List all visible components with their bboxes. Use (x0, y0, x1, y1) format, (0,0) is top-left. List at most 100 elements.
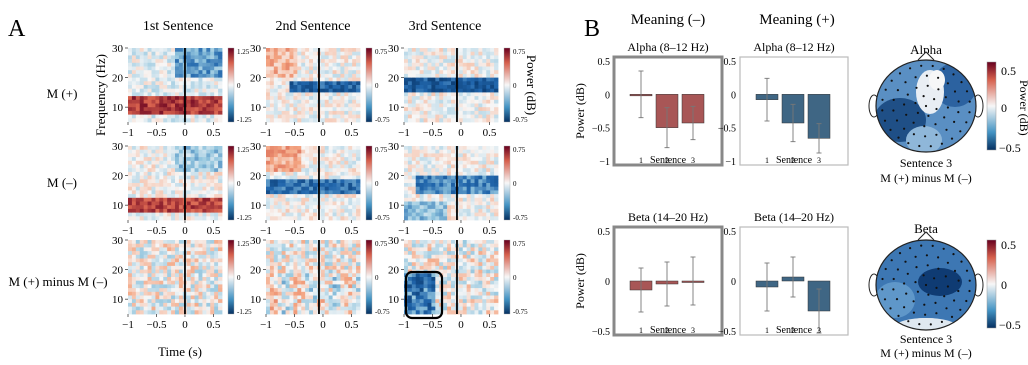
colorbar-max: 0.75 (375, 48, 388, 56)
colorbar-max: 0.75 (513, 48, 526, 56)
electrode (897, 136, 900, 139)
bar-x-tick: 2 (665, 326, 669, 335)
electrode (944, 96, 947, 99)
meaning-minus-header: Meaning (–) (631, 12, 706, 28)
bar-y-tick: 0 (605, 90, 610, 101)
electrode (909, 247, 912, 250)
electrode (884, 267, 887, 271)
electrode (920, 244, 923, 247)
x-tick-label: 0 (182, 127, 188, 139)
panel-a-letter: A (8, 16, 26, 42)
x-tick-label: −0.5 (423, 127, 443, 139)
topo-caption-contrast: M (+) minus M (–) (880, 171, 971, 185)
y-tick-label: 30 (250, 235, 262, 247)
y-tick-label: 10 (388, 102, 400, 114)
electrode (935, 286, 938, 289)
electrode (937, 256, 940, 259)
electrode (912, 133, 916, 136)
electrode (946, 106, 950, 109)
x-tick-label: 0 (320, 127, 326, 139)
y-tick-label: 20 (250, 73, 262, 85)
x-tick-label: −0.5 (285, 127, 305, 139)
x-tick-label: 0.5 (483, 127, 497, 139)
bar-y-tick: −1 (599, 157, 610, 168)
bar-chart-2: Alpha (8–12 Hz) 0.5 0 −0.5 −1 1 2 3 Sentence (718, 40, 849, 168)
electrode (914, 281, 917, 284)
x-tick-label: −0.5 (423, 225, 443, 237)
electrode (881, 109, 884, 112)
colorbar-max: 0.75 (513, 146, 526, 154)
colorbar-mid: 0 (375, 82, 379, 90)
electrode (950, 137, 954, 140)
nose-icon (917, 51, 935, 61)
y-tick-label: 10 (112, 102, 124, 114)
x-tick-label: −1 (122, 319, 134, 331)
electrode (927, 293, 930, 296)
electrode (965, 90, 969, 93)
bar-x-label: Sentence (776, 155, 813, 166)
electrode (912, 300, 915, 303)
electrode (937, 88, 940, 91)
nose-icon (917, 231, 935, 241)
electrode (946, 285, 950, 288)
bar-x-tick: 2 (665, 156, 669, 165)
electrode (925, 254, 929, 257)
electrode (952, 73, 955, 76)
row-label-m-plus: M (+) (47, 86, 78, 101)
electrode (924, 135, 927, 138)
colorbar-max: 0.75 (375, 146, 388, 154)
y-tick-label: 30 (112, 141, 124, 153)
topo-title-alpha: Alpha (910, 42, 942, 57)
electrode (940, 142, 944, 145)
electrode (904, 81, 907, 84)
electrode (883, 119, 887, 122)
electrode (884, 88, 887, 91)
x-tick-label: −1 (398, 225, 410, 237)
y-tick-label: 10 (388, 200, 400, 212)
x-tick-label: −0.5 (285, 225, 305, 237)
column-header-2: 2nd Sentence (275, 19, 350, 34)
electrode (897, 314, 900, 317)
head-outline (875, 239, 977, 331)
x-tick-label: −1 (398, 127, 410, 139)
electrode (881, 288, 884, 291)
colorbar (365, 145, 373, 221)
column-header-1: 1st Sentence (143, 19, 213, 34)
roi-box (404, 270, 444, 320)
bar-x-tick: 1 (639, 326, 643, 335)
heatmap-1-2: 30 20 10 −1 −0.5 0 0.5 0.75 0 -0.75 (250, 43, 390, 139)
bar-x-tick: 3 (691, 156, 695, 165)
electrode (923, 303, 926, 306)
electrode (903, 127, 906, 130)
electrode (950, 315, 954, 318)
y-tick-label: 30 (250, 141, 262, 153)
y-tick-label: 30 (388, 141, 400, 153)
colorbar-min: -1.25 (237, 308, 252, 316)
bar-chart-title: Alpha (8–12 Hz) (627, 40, 708, 54)
x-tick-label: 0 (320, 319, 326, 331)
electrode (937, 267, 940, 270)
electrode (907, 142, 910, 145)
electrode (959, 308, 962, 311)
y-tick-label: 20 (388, 171, 400, 183)
colorbar (227, 145, 235, 221)
electrode (943, 295, 946, 298)
y-tick-label: 30 (388, 235, 400, 247)
x-tick-label: 0.5 (207, 225, 221, 237)
colorbar-mid: 0 (375, 274, 379, 282)
electrode (929, 323, 932, 326)
colorbar-mid: 0 (237, 274, 241, 282)
bar-y-tick: 0 (731, 277, 736, 288)
electrode (935, 312, 938, 315)
colorbar-mid: 0 (237, 180, 241, 188)
electrode (926, 84, 929, 87)
bar-x-label: Sentence (650, 325, 687, 336)
electrode (918, 144, 921, 148)
topo-cb-min: −0.5 (999, 141, 1021, 155)
bar-chart-1: Alpha (8–12 Hz) 0.5 0 −0.5 −1 1 2 3 Sentence Powe… (573, 40, 724, 168)
topo-colorbar-alpha: 0.5 0 −0.5 Power (dB) (986, 61, 1028, 155)
x-tick-label: 0 (182, 225, 188, 237)
bar-y-tick: 0.5 (598, 227, 611, 238)
bar-x-tick: 3 (817, 156, 821, 165)
colorbar-min: -1.25 (237, 116, 252, 124)
